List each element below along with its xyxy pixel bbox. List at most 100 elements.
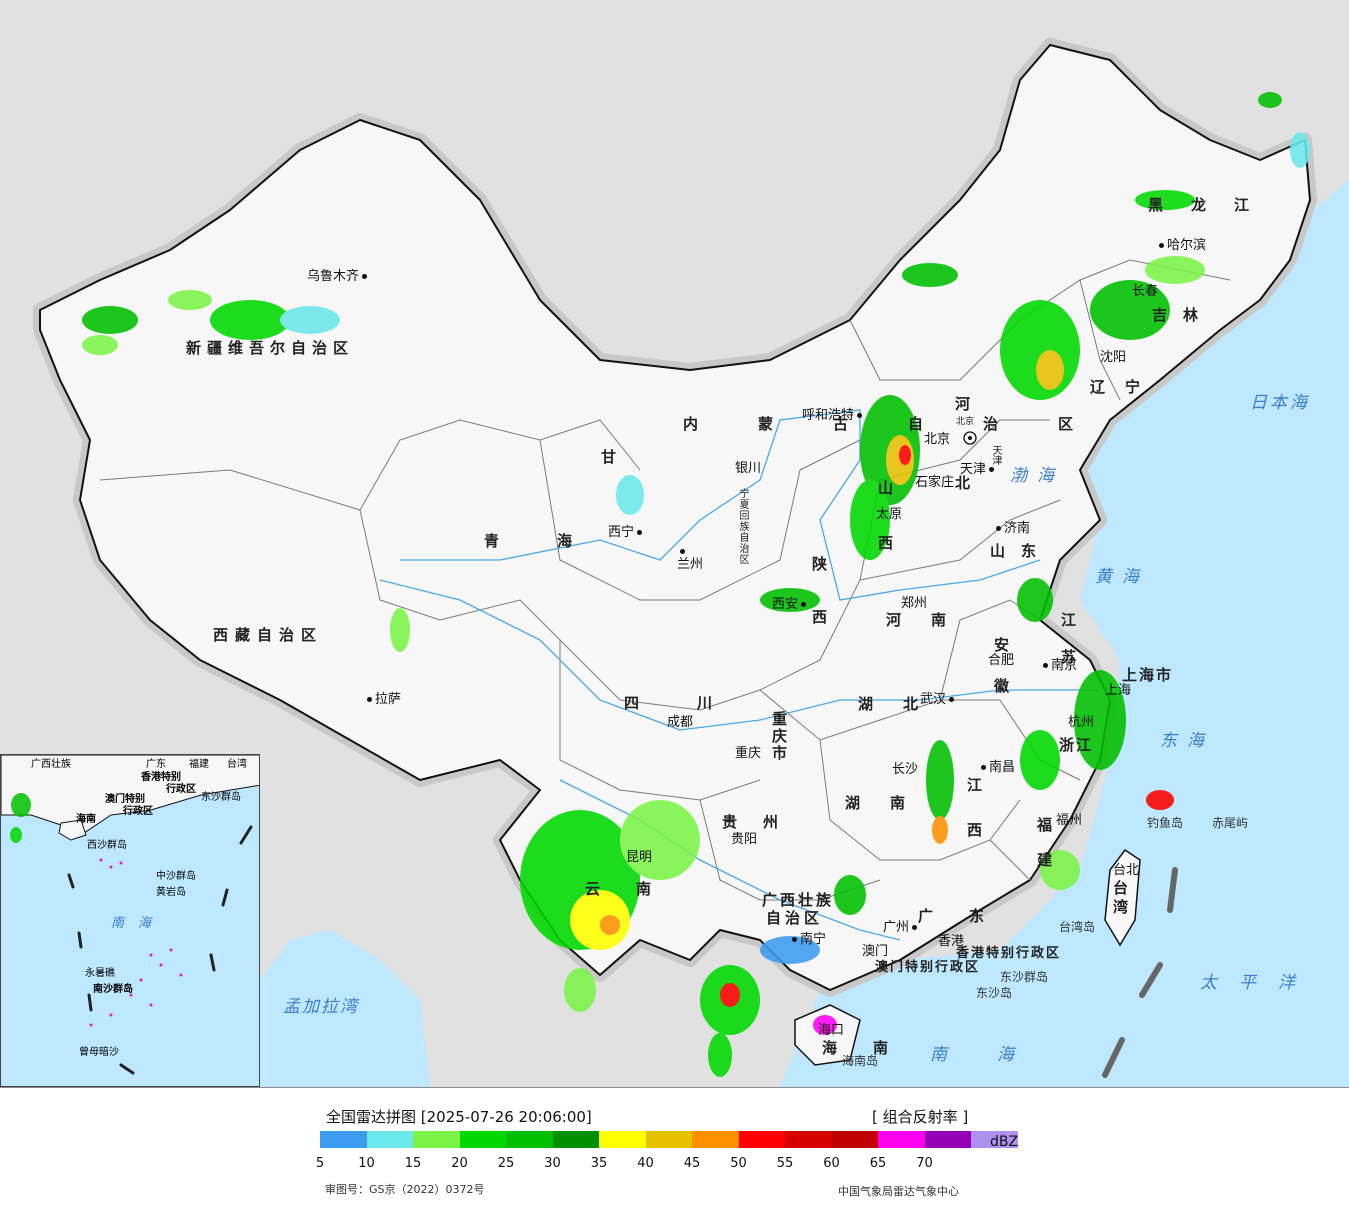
city-yinchuan: 银川 bbox=[735, 461, 762, 476]
label-hunan: 湖南 bbox=[845, 794, 936, 812]
island-taiwan: 台湾岛 bbox=[1059, 920, 1096, 934]
label-tianjin-prov: 天津 bbox=[990, 445, 1001, 465]
inset-label-huangyan: 黄岩岛 bbox=[156, 887, 186, 898]
label-fujian: 福建 bbox=[1035, 817, 1053, 887]
inset-label-fujian: 福建 bbox=[189, 759, 209, 770]
sea-east: 东海 bbox=[1160, 731, 1214, 751]
inset-label-mo-2: 行政区 bbox=[123, 806, 153, 817]
capital-marker-beijing bbox=[963, 431, 977, 445]
scale-tick-5: 5 bbox=[315, 1156, 325, 1171]
scale-swatch-8 bbox=[692, 1131, 739, 1148]
radar-map: 新疆维吾尔自治区 西藏自治区 青海 甘 四川 云南 贵州 广西壮族 自治区 广东… bbox=[0, 0, 1349, 1088]
sea-bengal-area bbox=[260, 930, 430, 1087]
city-chongqing: 重庆 bbox=[735, 746, 762, 761]
label-henan: 河南 bbox=[886, 611, 977, 629]
sea-pacific: 太平洋 bbox=[1200, 973, 1317, 993]
label-jilin: 吉林 bbox=[1152, 306, 1215, 324]
scale-tick-10: 10 bbox=[358, 1156, 375, 1171]
city-shenyang: 沈阳 bbox=[1100, 350, 1127, 365]
island-dongsha: 东沙岛 bbox=[976, 986, 1013, 1000]
inset-label-xisha: 西沙群岛 bbox=[87, 840, 127, 851]
city-tianjin: 天津 bbox=[960, 463, 997, 476]
scale-tick-55: 55 bbox=[776, 1156, 794, 1171]
label-heilongjiang: 黑龙江 bbox=[1148, 196, 1278, 214]
city-shijiazhuang: 石家庄 bbox=[915, 475, 955, 490]
city-nanchang: 南昌 bbox=[978, 761, 1015, 774]
island-dongsha-qd: 东沙群岛 bbox=[1000, 970, 1049, 984]
legend-product: [ 组合反射率 ] bbox=[872, 1108, 969, 1126]
label-anhui: 安徽 bbox=[992, 637, 1010, 719]
inset-label-hk-1: 香港特别 bbox=[141, 772, 181, 783]
city-beijing: 北京 bbox=[924, 432, 951, 447]
city-xian: 西安 bbox=[772, 598, 809, 611]
island-diaoyu: 钓鱼岛 bbox=[1147, 816, 1184, 830]
city-changsha: 长沙 bbox=[892, 762, 919, 777]
label-ningxia: 宁夏回族自治区 bbox=[737, 488, 748, 565]
label-tibet: 西藏自治区 bbox=[213, 626, 324, 644]
legend-unit: dBZ bbox=[990, 1134, 1019, 1150]
inset-label-nansha: 南沙群岛 bbox=[93, 984, 133, 995]
scale-tick-50: 50 bbox=[730, 1156, 747, 1171]
label-taiwan: 台湾 bbox=[1111, 880, 1129, 918]
label-liaoning: 辽宁 bbox=[1090, 378, 1161, 396]
city-taipei: 台北 bbox=[1113, 863, 1140, 878]
rivers bbox=[379, 409, 1100, 941]
inset-label-mo-1: 澳门特别 bbox=[105, 794, 145, 805]
city-wuhan: 武汉 bbox=[920, 693, 957, 706]
label-shanxi: 山西 bbox=[876, 480, 894, 590]
label-chongqing: 重庆市 bbox=[770, 711, 788, 762]
approval-number: 审图号：GS京（2022）0372号 bbox=[325, 1183, 485, 1196]
label-jiangxi: 江西 bbox=[965, 777, 983, 867]
label-zhejiang: 浙江 bbox=[1059, 736, 1094, 754]
label-guangxi-2: 自治区 bbox=[766, 909, 824, 927]
city-hangzhou: 杭州 bbox=[1068, 715, 1095, 730]
scale-tick-60: 60 bbox=[823, 1156, 840, 1171]
scale-swatch-5 bbox=[552, 1131, 599, 1148]
legend-title: 全国雷达拼图 [2025-07-26 20:06:00] bbox=[326, 1108, 592, 1126]
city-xining: 西宁 bbox=[608, 526, 645, 539]
city-lanzhou: 兰州 bbox=[677, 545, 703, 571]
city-macau: 澳门 bbox=[862, 944, 889, 959]
label-qinghai: 青海 bbox=[484, 532, 631, 550]
scale-swatch-1 bbox=[366, 1131, 413, 1148]
label-hebei: 河北 bbox=[953, 396, 971, 554]
scale-tick-65: 65 bbox=[869, 1156, 887, 1171]
city-changchun: 长春 bbox=[1132, 284, 1159, 299]
city-harbin: 哈尔滨 bbox=[1156, 239, 1206, 252]
city-nanning: 南宁 bbox=[789, 933, 826, 946]
scale-tick-15: 15 bbox=[404, 1156, 422, 1171]
city-nanjing: 南京 bbox=[1040, 659, 1077, 672]
inset-label-dongsha: 东沙群岛 bbox=[201, 792, 241, 803]
label-beijing-prov: 北京 bbox=[956, 417, 975, 427]
sea-south: 南海 bbox=[930, 1045, 1064, 1065]
scale-swatch-11 bbox=[831, 1131, 878, 1148]
island-hainan: 海南岛 bbox=[842, 1054, 879, 1068]
city-zhengzhou: 郑州 bbox=[901, 596, 928, 611]
scale-swatch-12 bbox=[878, 1131, 925, 1148]
city-chengdu: 成都 bbox=[667, 715, 694, 730]
sea-yellow: 黄海 bbox=[1095, 567, 1149, 587]
city-hohhot: 呼和浩特 bbox=[802, 409, 865, 422]
label-jiangsu: 江苏 bbox=[1059, 612, 1077, 686]
city-guangzhou: 广州 bbox=[883, 921, 920, 934]
scale-tick-70: 70 bbox=[916, 1156, 933, 1171]
inset-label-hainan: 海南 bbox=[76, 814, 96, 825]
scale-swatch-4 bbox=[506, 1131, 553, 1148]
sea-japan: 日本海 bbox=[1250, 393, 1310, 413]
scale-swatch-14 bbox=[971, 1131, 1018, 1148]
data-credit: 中国气象局雷达气象中心 bbox=[838, 1185, 959, 1198]
label-neimenggu: 内蒙古自治区 bbox=[683, 415, 1134, 433]
sea-area bbox=[780, 300, 1349, 1087]
city-guiyang: 贵阳 bbox=[731, 832, 758, 847]
label-shanghai: 上海市 bbox=[1122, 666, 1174, 684]
scale-tick-45: 45 bbox=[683, 1156, 701, 1171]
hainan-island-shape bbox=[794, 1004, 861, 1066]
china-border bbox=[39, 44, 1311, 991]
taiwan-island-shape bbox=[1104, 848, 1141, 947]
scale-swatch-13 bbox=[924, 1131, 971, 1148]
label-hubei: 湖北 bbox=[858, 695, 949, 713]
label-guizhou: 贵州 bbox=[722, 813, 805, 831]
label-gansu: 甘 bbox=[601, 448, 617, 466]
label-xinjiang: 新疆维吾尔自治区 bbox=[186, 339, 355, 357]
scale-swatch-6 bbox=[599, 1131, 646, 1148]
